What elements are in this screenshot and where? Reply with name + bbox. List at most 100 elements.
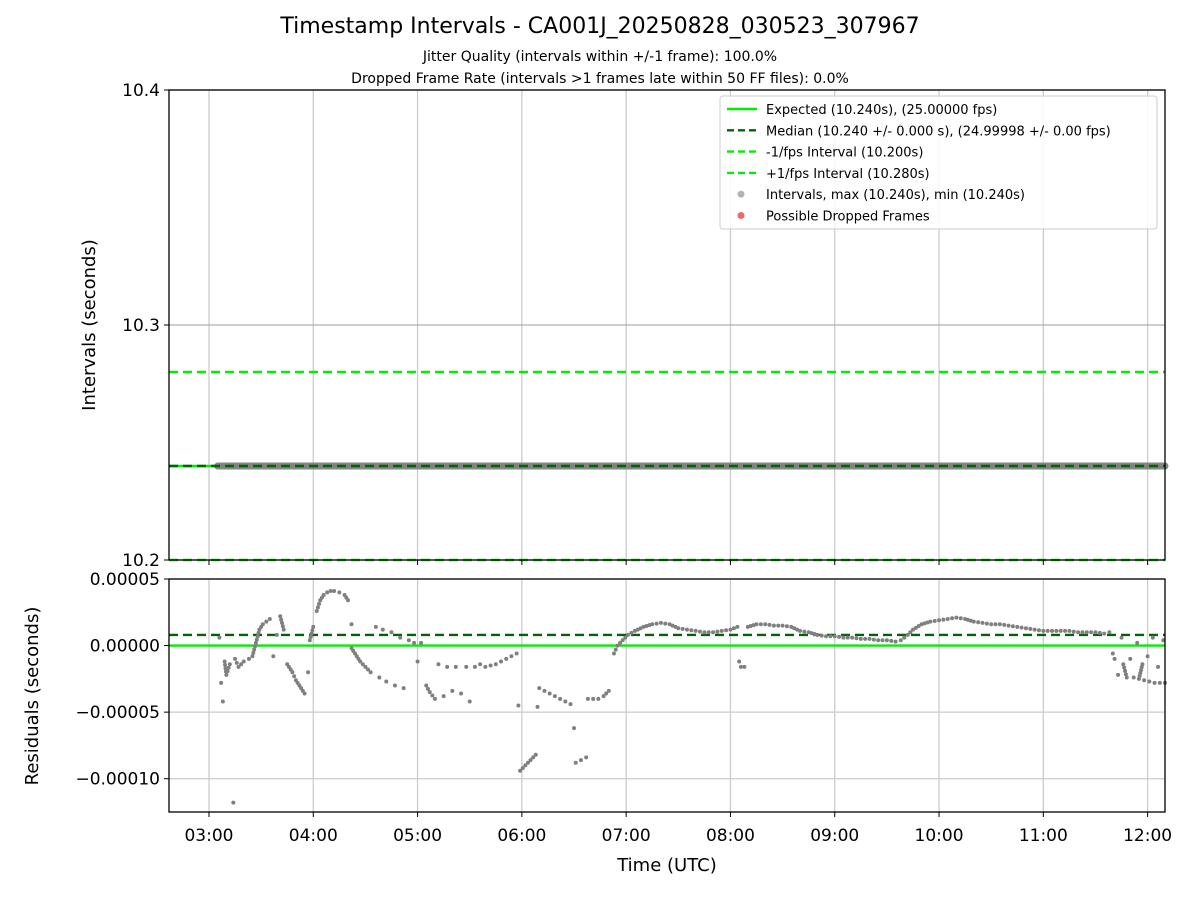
residual-point bbox=[358, 659, 363, 664]
residual-point bbox=[1107, 630, 1112, 635]
residual-point bbox=[234, 660, 239, 665]
residual-point bbox=[913, 625, 918, 630]
residual-point bbox=[531, 755, 536, 760]
x-tick-label: 04:00 bbox=[289, 826, 338, 846]
residual-point bbox=[663, 621, 668, 626]
residual-point bbox=[217, 635, 222, 640]
residual-point bbox=[905, 632, 910, 637]
x-axis-label: Time (UTC) bbox=[616, 855, 717, 876]
residual-point bbox=[280, 624, 285, 629]
residual-point bbox=[256, 630, 261, 635]
residual-point bbox=[308, 634, 313, 639]
residual-point bbox=[523, 763, 528, 768]
residual-point bbox=[226, 665, 231, 670]
residual-point bbox=[928, 619, 933, 624]
bottom-y-tick-label: −0.00010 bbox=[75, 770, 160, 790]
residual-point bbox=[1036, 628, 1041, 633]
residual-point bbox=[815, 632, 820, 637]
residual-point bbox=[528, 758, 533, 763]
legend-intervals-label: Intervals, max (10.240s), min (10.240s) bbox=[766, 188, 1025, 203]
residual-point bbox=[1023, 626, 1028, 631]
residual-point bbox=[1122, 665, 1127, 670]
residual-point bbox=[1124, 675, 1129, 680]
residual-point bbox=[611, 651, 616, 656]
residual-point bbox=[945, 616, 950, 621]
residual-point bbox=[1050, 628, 1055, 633]
residual-point bbox=[401, 686, 406, 691]
residual-point bbox=[850, 635, 855, 640]
residual-point bbox=[698, 629, 703, 634]
x-tick-label: 07:00 bbox=[602, 826, 651, 846]
residual-point bbox=[1028, 626, 1033, 631]
residual-point bbox=[281, 627, 286, 632]
top-y-tick-label: 10.3 bbox=[122, 316, 160, 336]
residual-point bbox=[1076, 630, 1081, 635]
residual-point bbox=[908, 630, 913, 635]
residual-point bbox=[654, 621, 659, 626]
tick-labels: 03:00 04:00 05:00 06:00 07:00 08:00 09:00 10:00… bbox=[75, 81, 1172, 846]
residual-point bbox=[1156, 664, 1161, 669]
residual-point bbox=[264, 619, 269, 624]
residual-point bbox=[368, 670, 373, 675]
residual-point bbox=[1152, 680, 1157, 685]
residual-point bbox=[520, 766, 525, 771]
residual-point bbox=[1123, 668, 1128, 673]
residual-point bbox=[916, 624, 921, 629]
residual-point bbox=[1032, 627, 1037, 632]
residual-point bbox=[819, 633, 824, 638]
residual-point bbox=[307, 638, 312, 643]
legend-median-label: Median (10.240 +/- 0.000 s), (24.99998 +… bbox=[766, 124, 1111, 139]
residual-point bbox=[337, 590, 342, 595]
residual-point bbox=[613, 647, 618, 652]
residual-point bbox=[558, 696, 563, 701]
residual-point bbox=[584, 755, 589, 760]
residual-point bbox=[251, 650, 256, 655]
residual-point bbox=[389, 630, 394, 635]
residual-point bbox=[828, 634, 833, 639]
residual-point bbox=[1010, 624, 1015, 629]
legend-expected-label: Expected (10.240s), (25.00000 fps) bbox=[766, 103, 997, 118]
residual-point bbox=[398, 635, 403, 640]
residual-point bbox=[1123, 672, 1128, 677]
top-plot-marks bbox=[169, 370, 1169, 562]
residual-point bbox=[1121, 662, 1126, 667]
residual-point bbox=[321, 592, 326, 597]
residual-point bbox=[1131, 675, 1136, 680]
residual-point bbox=[360, 662, 365, 667]
residual-point bbox=[1041, 628, 1046, 633]
x-tick-label: 12:00 bbox=[1123, 826, 1172, 846]
bottom-y-axis-label: Residuals (seconds) bbox=[22, 607, 43, 786]
legend-plus-label: +1/fps Interval (10.280s) bbox=[766, 167, 930, 182]
x-tick-label: 11:00 bbox=[1019, 826, 1068, 846]
residual-point bbox=[658, 620, 663, 625]
residual-point bbox=[366, 667, 371, 672]
residual-point bbox=[231, 800, 236, 805]
residual-point bbox=[1097, 630, 1102, 635]
residual-point bbox=[328, 588, 333, 593]
residual-point bbox=[306, 670, 311, 675]
bottom-y-tick-label: 0.00000 bbox=[90, 637, 160, 657]
legend-minus-label: -1/fps Interval (10.200s) bbox=[766, 146, 923, 161]
residual-point bbox=[596, 696, 601, 701]
residual-point bbox=[993, 622, 998, 627]
residual-point bbox=[689, 628, 694, 633]
residual-point bbox=[1128, 656, 1133, 661]
bottom-y-tick-label: −0.00005 bbox=[75, 703, 160, 723]
residual-point bbox=[222, 659, 227, 664]
residual-point bbox=[450, 688, 455, 693]
residual-point bbox=[676, 626, 681, 631]
residual-point bbox=[997, 622, 1002, 627]
residual-point bbox=[884, 638, 889, 643]
residual-point bbox=[585, 696, 590, 701]
legend-box bbox=[719, 95, 1158, 230]
residual-point bbox=[459, 691, 464, 696]
residual-point bbox=[419, 640, 424, 645]
residual-point bbox=[535, 704, 540, 709]
residual-point bbox=[854, 636, 859, 641]
residual-point bbox=[279, 620, 284, 625]
residual-point bbox=[472, 664, 477, 669]
residual-point bbox=[236, 664, 241, 669]
residual-point bbox=[332, 588, 337, 593]
residual-point bbox=[871, 637, 876, 642]
residual-point bbox=[311, 624, 316, 629]
